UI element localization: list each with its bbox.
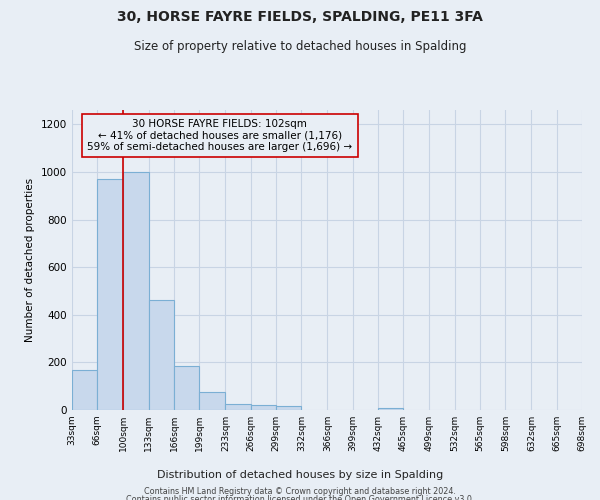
Bar <box>276 406 301 410</box>
Bar <box>174 366 199 410</box>
Bar <box>226 404 251 410</box>
Bar <box>378 408 403 410</box>
Y-axis label: Number of detached properties: Number of detached properties <box>25 178 35 342</box>
Bar <box>251 405 276 410</box>
Bar <box>124 172 149 410</box>
Text: 30, HORSE FAYRE FIELDS, SPALDING, PE11 3FA: 30, HORSE FAYRE FIELDS, SPALDING, PE11 3… <box>117 10 483 24</box>
Text: Contains public sector information licensed under the Open Government Licence v3: Contains public sector information licen… <box>126 495 474 500</box>
Bar <box>149 300 174 410</box>
Text: Contains HM Land Registry data © Crown copyright and database right 2024.: Contains HM Land Registry data © Crown c… <box>144 488 456 496</box>
Bar <box>97 179 124 410</box>
Text: 30 HORSE FAYRE FIELDS: 102sqm
← 41% of detached houses are smaller (1,176)
59% o: 30 HORSE FAYRE FIELDS: 102sqm ← 41% of d… <box>88 119 352 152</box>
Bar <box>72 370 97 410</box>
Bar <box>199 392 226 410</box>
Text: Distribution of detached houses by size in Spalding: Distribution of detached houses by size … <box>157 470 443 480</box>
Text: Size of property relative to detached houses in Spalding: Size of property relative to detached ho… <box>134 40 466 53</box>
